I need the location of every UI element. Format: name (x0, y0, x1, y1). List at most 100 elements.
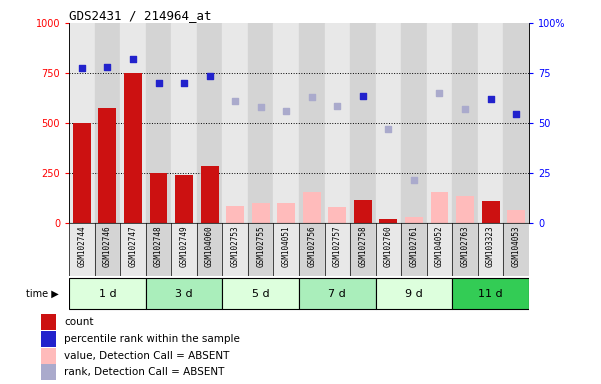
Point (511, 111, 521, 117)
Bar (478, 223, 504, 276)
Text: 5 d: 5 d (252, 289, 269, 299)
Bar (69, 23, 95, 223)
Bar (453, 278, 529, 310)
Bar (120, 23, 146, 223)
Bar (124, 73, 142, 223)
Text: rank, Detection Call = ABSENT: rank, Detection Call = ABSENT (64, 367, 225, 377)
Point (307, 94, 317, 100)
Bar (401, 223, 427, 276)
Text: 7 d: 7 d (328, 289, 346, 299)
Text: GSM102757: GSM102757 (333, 225, 342, 267)
Point (486, 96, 495, 102)
Bar (146, 223, 171, 276)
Bar (427, 223, 453, 276)
Text: GSM102748: GSM102748 (154, 225, 163, 267)
Bar (222, 223, 248, 276)
Text: GSM102744: GSM102744 (78, 225, 87, 267)
Bar (401, 23, 427, 223)
Bar (350, 223, 376, 276)
Text: GSM102753: GSM102753 (231, 225, 240, 267)
Bar (453, 23, 478, 223)
Text: GSM104051: GSM104051 (282, 225, 291, 267)
Point (358, 93, 368, 99)
Text: GSM102763: GSM102763 (460, 225, 469, 267)
Bar (507, 210, 525, 223)
Point (179, 80, 189, 86)
Bar (41, 331, 56, 347)
Bar (41, 348, 56, 364)
Point (383, 126, 393, 132)
Point (332, 103, 342, 109)
Text: 3 d: 3 d (175, 289, 193, 299)
Text: GSM102758: GSM102758 (358, 225, 367, 267)
Bar (146, 23, 171, 223)
Bar (481, 201, 499, 223)
Text: percentile rank within the sample: percentile rank within the sample (64, 334, 240, 344)
Point (460, 106, 470, 112)
Bar (456, 196, 474, 223)
Text: count: count (64, 317, 94, 327)
Text: 1 d: 1 d (99, 289, 116, 299)
Point (103, 64, 112, 70)
Bar (453, 223, 478, 276)
Bar (303, 192, 321, 223)
Bar (328, 207, 346, 223)
Bar (41, 364, 56, 380)
Text: GSM102755: GSM102755 (256, 225, 265, 267)
Bar (478, 23, 504, 223)
Bar (95, 23, 120, 223)
Bar (299, 23, 325, 223)
Text: GSM104052: GSM104052 (435, 225, 444, 267)
Bar (376, 278, 453, 310)
Bar (252, 203, 270, 223)
Bar (41, 314, 56, 330)
Point (154, 80, 163, 86)
Text: GSM102747: GSM102747 (129, 225, 138, 267)
Point (256, 104, 266, 110)
Bar (376, 223, 401, 276)
Text: GSM102749: GSM102749 (180, 225, 189, 267)
Text: GSM102746: GSM102746 (103, 225, 112, 267)
Bar (222, 278, 299, 310)
Bar (273, 23, 299, 223)
Text: GSM102760: GSM102760 (384, 225, 393, 267)
Bar (69, 223, 95, 276)
Bar (146, 278, 222, 310)
Bar (376, 23, 401, 223)
Bar (350, 23, 376, 223)
Point (205, 73, 215, 79)
Text: GSM103323: GSM103323 (486, 225, 495, 267)
Bar (248, 223, 273, 276)
Bar (504, 223, 529, 276)
Text: GSM102756: GSM102756 (307, 225, 316, 267)
Bar (69, 278, 146, 310)
Bar (120, 223, 146, 276)
Point (409, 177, 419, 183)
Bar (430, 192, 448, 223)
Text: GSM104060: GSM104060 (205, 225, 214, 267)
Bar (73, 123, 91, 223)
Bar (379, 219, 397, 223)
Bar (504, 23, 529, 223)
Bar (427, 23, 453, 223)
Text: 9 d: 9 d (405, 289, 423, 299)
Bar (248, 23, 273, 223)
Text: GDS2431 / 214964_at: GDS2431 / 214964_at (69, 9, 212, 22)
Bar (197, 23, 222, 223)
Bar (150, 173, 168, 223)
Bar (99, 108, 117, 223)
Bar (95, 223, 120, 276)
Point (281, 108, 291, 114)
Bar (201, 166, 219, 223)
Text: time ▶: time ▶ (26, 289, 59, 299)
Bar (171, 223, 197, 276)
Bar (273, 223, 299, 276)
Point (128, 56, 138, 62)
Text: 11 d: 11 d (478, 289, 503, 299)
Point (230, 98, 240, 104)
Point (435, 90, 444, 96)
Bar (197, 223, 222, 276)
Text: GSM102761: GSM102761 (409, 225, 418, 267)
Point (77, 65, 87, 71)
Bar (222, 23, 248, 223)
